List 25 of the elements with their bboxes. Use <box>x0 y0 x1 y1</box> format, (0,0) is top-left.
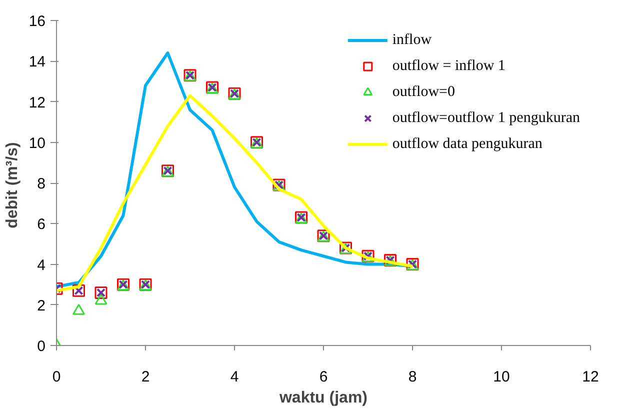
x-axis-title: waktu (jam) <box>278 390 368 406</box>
legend-label: inflow <box>392 32 432 48</box>
y-tick-label: 2 <box>37 297 46 314</box>
y-tick-label: 4 <box>37 256 46 274</box>
legend-label: outflow data pengukuran <box>392 136 542 152</box>
y-tick-label: 8 <box>37 176 46 192</box>
point <box>94 294 108 305</box>
y-tick-label: 6 <box>37 216 46 234</box>
x-tick-label: 4 <box>230 368 239 386</box>
x-tick-label: 8 <box>408 368 417 386</box>
x-tick-label: 10 <box>493 368 510 386</box>
y-tick-label: 10 <box>28 134 46 152</box>
x-tick-label: 12 <box>582 368 599 386</box>
x-tick-label: 6 <box>319 368 328 386</box>
x-tick-label: 2 <box>141 368 150 386</box>
legend-label: outflow=0 <box>392 84 456 100</box>
legend-label: outflow = inflow 1 <box>392 58 506 74</box>
y-tick-label: 12 <box>28 94 46 112</box>
point <box>72 304 85 315</box>
legend-label: outflow=outflow 1 pengukuran <box>392 110 580 126</box>
x-tick-label: 0 <box>52 368 61 386</box>
y-axis-title: debit (m³/s) <box>4 142 21 228</box>
y-tick-label: 14 <box>28 54 46 71</box>
y-tick-label: 16 <box>28 13 46 30</box>
y-tick-label: 0 <box>37 338 46 355</box>
